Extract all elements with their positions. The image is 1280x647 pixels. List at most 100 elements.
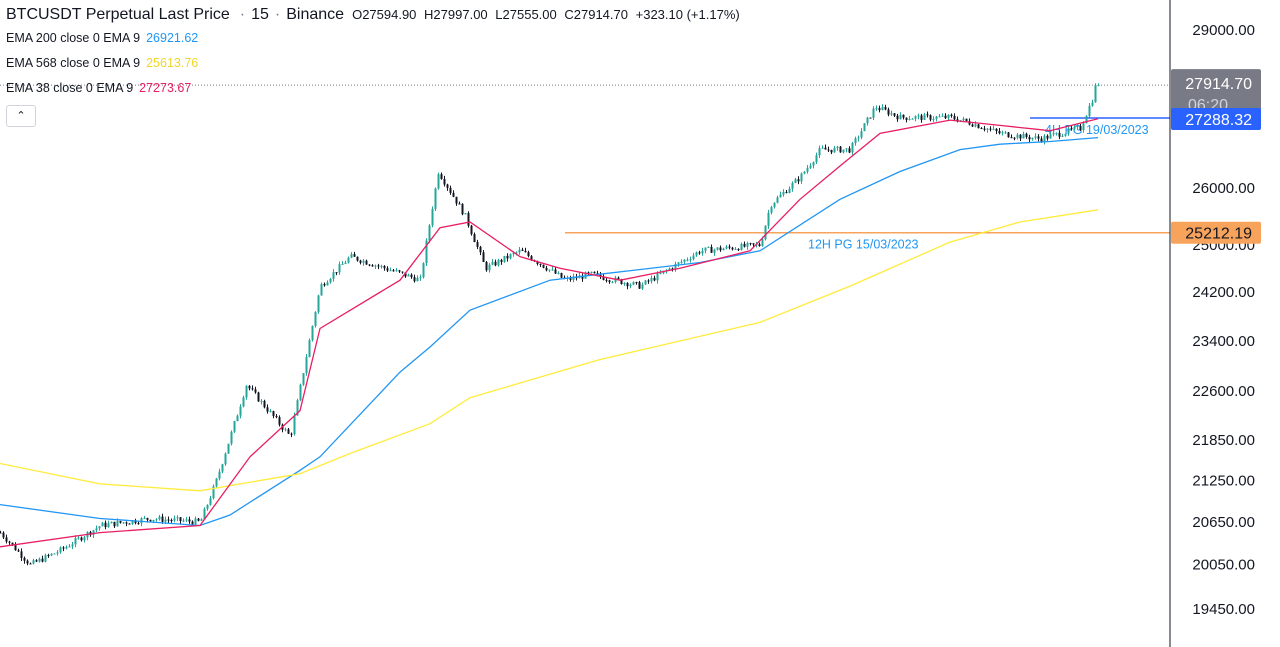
candle-body (875, 108, 878, 110)
candle-body (278, 417, 281, 425)
candle-body (359, 260, 362, 263)
candle-body (158, 516, 161, 520)
indicator-ema200[interactable]: EMA 200 close 0 EMA 9 26921.62 (6, 26, 744, 51)
candle-body (65, 546, 68, 549)
candle-body (41, 558, 44, 562)
candle-body (239, 406, 242, 416)
candle-body (1010, 137, 1013, 139)
interval-label[interactable]: 15 (251, 6, 269, 23)
candle-body (1082, 123, 1085, 131)
candle-body (479, 246, 482, 253)
candle-body (785, 191, 788, 193)
candle-body (503, 255, 506, 262)
candle-body (554, 269, 557, 274)
separator-dot: · (239, 6, 246, 23)
candle-body (476, 242, 479, 247)
candle-body (1088, 105, 1091, 117)
chart-legend: BTCUSDT Perpetual Last Price · 15 · Bina… (6, 4, 744, 101)
candle-body (611, 281, 614, 283)
candle-body (50, 553, 53, 556)
candle-body (608, 280, 611, 282)
candle-body (161, 516, 164, 522)
candle-body (443, 179, 446, 185)
candle-body (593, 271, 596, 274)
candle-body (170, 520, 173, 522)
candle-body (803, 171, 806, 174)
candle-body (497, 259, 500, 266)
candle-body (440, 174, 443, 180)
collapse-legend-button[interactable]: ⌃ (6, 105, 36, 127)
candle-body (308, 340, 311, 358)
candle-body (155, 519, 158, 521)
candle-body (602, 276, 605, 280)
candle-body (1061, 135, 1064, 137)
candle-body (899, 114, 902, 120)
candle-body (461, 203, 464, 215)
candle-body (251, 388, 254, 390)
candle-body (341, 263, 344, 265)
candle-body (419, 277, 422, 279)
candle-body (383, 265, 386, 269)
candle-body (95, 528, 98, 531)
candle-body (797, 179, 800, 182)
candle-body (824, 147, 827, 150)
candle-body (515, 252, 518, 254)
candle-body (542, 264, 545, 268)
candle-body (113, 521, 116, 527)
close-value: C27914.70 (564, 7, 628, 22)
indicator-ema568[interactable]: EMA 568 close 0 EMA 9 25613.76 (6, 51, 744, 76)
candle-body (176, 517, 179, 519)
candle-body (167, 519, 170, 521)
candle-body (482, 252, 485, 262)
candle-body (860, 131, 863, 138)
candle-body (200, 519, 203, 521)
candle-body (923, 114, 926, 120)
symbol-name[interactable]: BTCUSDT Perpetual Last Price (6, 6, 230, 23)
candle-body (551, 269, 554, 271)
candle-body (368, 264, 371, 266)
candle-body (914, 116, 917, 119)
candle-body (506, 255, 509, 259)
indicator-ema38[interactable]: EMA 38 close 0 EMA 9 27273.67 (6, 76, 744, 101)
candle-body (827, 149, 830, 151)
candle-body (623, 282, 626, 284)
candle-body (896, 115, 899, 120)
candle-body (1094, 85, 1097, 103)
candle-body (818, 148, 821, 156)
candle-body (317, 295, 320, 312)
candle-body (524, 250, 527, 253)
candle-body (1058, 132, 1061, 137)
candle-body (752, 243, 755, 245)
price-tick-label: 20650.00 (1192, 514, 1255, 531)
candle-body (1019, 134, 1022, 139)
candle-body (1031, 137, 1034, 140)
candle-body (335, 272, 338, 274)
candle-body (1034, 136, 1037, 138)
candle-body (761, 239, 764, 247)
candle-body (530, 256, 533, 261)
candle-body (299, 384, 302, 401)
candle-body (800, 173, 803, 182)
candle-body (410, 274, 413, 278)
candle-body (122, 522, 125, 524)
candle-body (704, 247, 707, 251)
candle-body (254, 389, 257, 393)
candle-body (758, 244, 761, 247)
candle-body (296, 400, 299, 416)
candle-body (998, 131, 1001, 134)
price-tick-label: 23400.00 (1192, 333, 1255, 350)
candle-body (236, 415, 239, 422)
price-tick-label: 21850.00 (1192, 432, 1255, 449)
candle-body (776, 197, 779, 203)
candle-body (920, 115, 923, 120)
candle-body (185, 519, 188, 521)
candle-body (437, 174, 440, 189)
candle-body (866, 117, 869, 124)
candle-body (26, 560, 29, 564)
candle-body (698, 252, 701, 254)
candle-body (107, 523, 110, 528)
candle-body (1037, 136, 1040, 139)
candle-body (197, 518, 200, 521)
